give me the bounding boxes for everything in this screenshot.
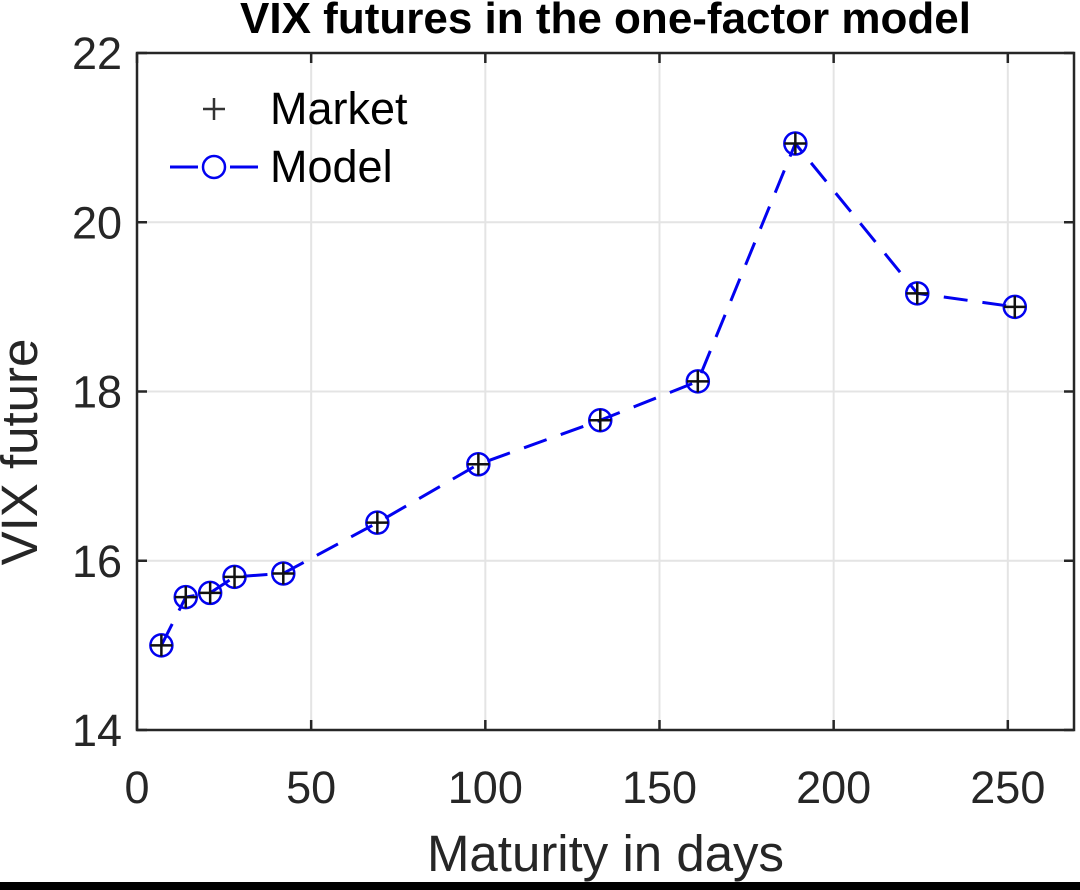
legend-item-model: Model [150, 138, 408, 196]
x-axis-label: Maturity in days [426, 825, 785, 882]
legend: Market Model [150, 80, 408, 196]
x-tick-label: 0 [124, 762, 149, 813]
legend-item-market: Market [150, 80, 408, 138]
y-tick-label: 18 [72, 367, 122, 418]
market-data-point [1003, 295, 1026, 318]
x-tick-label: 50 [286, 762, 336, 813]
market-data-point [906, 282, 929, 305]
x-tick-label: 200 [796, 762, 871, 813]
market-data-point [589, 409, 612, 432]
legend-label-model: Model [270, 141, 393, 192]
market-data-point [150, 634, 173, 657]
dashed-circle-marker-icon [170, 154, 258, 180]
x-tick-label: 100 [448, 762, 523, 813]
plus-marker-icon [203, 98, 225, 120]
market-data-point [467, 453, 490, 476]
y-tick-label: 14 [72, 705, 122, 756]
window-bottom-edge [0, 882, 1080, 890]
chart-title: VIX futures in the one-factor model [240, 0, 971, 43]
legend-label-market: Market [270, 83, 408, 134]
market-data-point [784, 132, 807, 155]
market-data-point [272, 562, 295, 585]
market-data-point [686, 370, 709, 393]
market-data-point [174, 586, 197, 609]
y-tick-label: 22 [72, 28, 122, 79]
market-data-point [223, 565, 246, 588]
y-axis-label: VIX future [0, 338, 48, 566]
market-data-point [199, 581, 222, 604]
x-tick-label: 250 [970, 762, 1045, 813]
x-tick-label: 150 [622, 762, 697, 813]
y-tick-label: 20 [72, 197, 122, 248]
y-tick-label: 16 [72, 536, 122, 587]
market-data-point [366, 511, 389, 534]
